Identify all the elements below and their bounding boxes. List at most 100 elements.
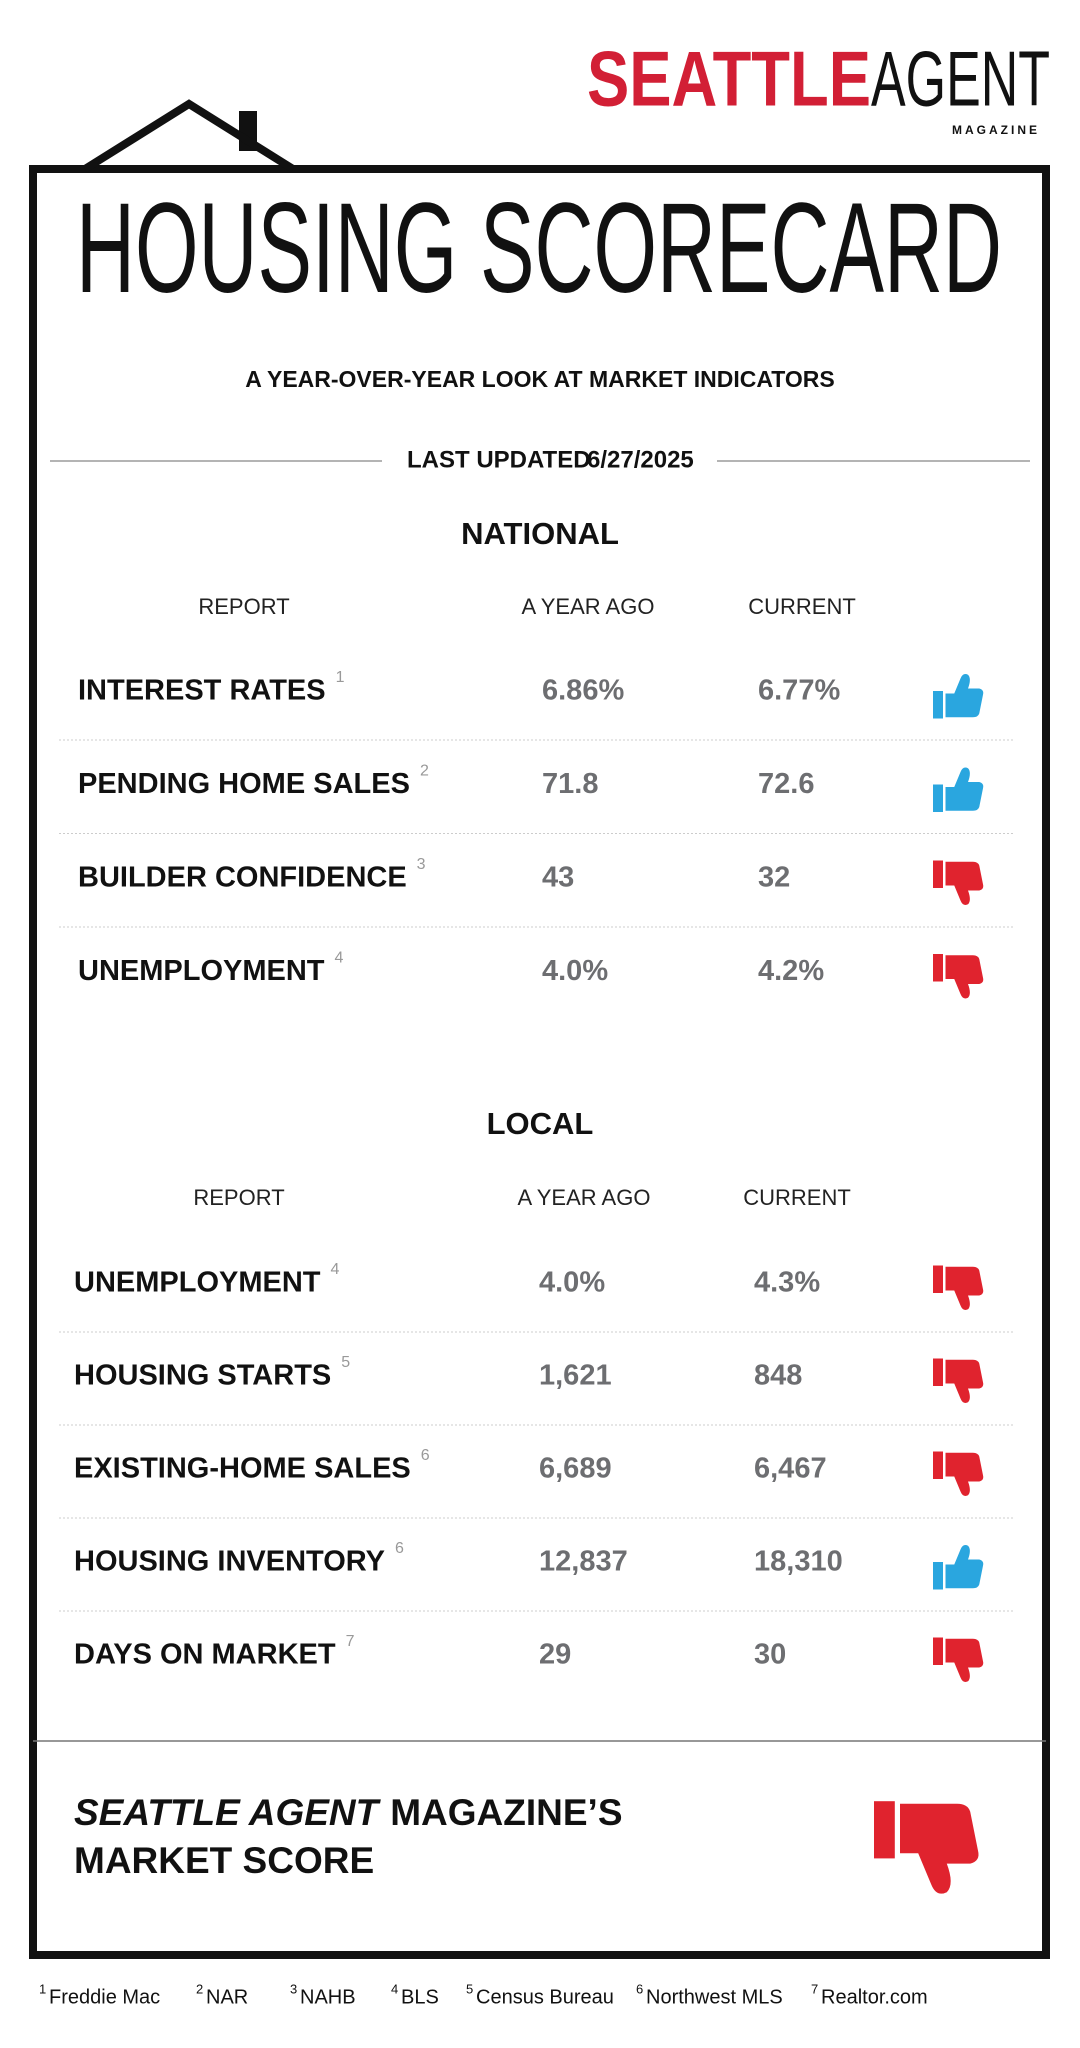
footnote-number: 5: [466, 1981, 473, 1996]
thumb-down-icon: [933, 1358, 984, 1403]
footnote-ref: 7: [346, 1633, 355, 1650]
year-ago-value: 4.0%: [539, 1267, 605, 1299]
thumb-down-icon: [933, 1637, 984, 1682]
thumb-hand: [945, 1545, 984, 1589]
current-value: 18,310: [754, 1546, 843, 1578]
last-updated-date: 6/27/2025: [587, 446, 694, 473]
thumb-hand: [945, 1266, 984, 1310]
roof: [82, 99, 296, 173]
row-label: INTEREST RATES: [78, 675, 326, 707]
thumb-hand: [945, 674, 984, 718]
footnote-ref: 1: [336, 669, 345, 686]
footnote-number: 1: [39, 1981, 46, 1996]
logo-agent: AGENT: [871, 35, 1050, 123]
thumb-cuff: [933, 691, 943, 719]
current-value: 4.3%: [754, 1267, 820, 1299]
section-title: LOCAL: [487, 1106, 594, 1141]
current-value: 30: [754, 1639, 786, 1671]
footnote-source: Northwest MLS: [646, 1986, 783, 2008]
footnote-source: BLS: [401, 1986, 439, 2008]
thumb-down-icon: [933, 954, 984, 999]
year-ago-value: 29: [539, 1639, 571, 1671]
footnote-ref: 6: [395, 1540, 404, 1557]
footnote-ref: 6: [421, 1447, 430, 1464]
thumb-cuff: [933, 1637, 943, 1665]
footnote-ref: 4: [331, 1261, 340, 1278]
row-label: HOUSING INVENTORY: [74, 1546, 385, 1578]
thumb-cuff: [933, 1562, 943, 1590]
thumb-up-icon: [933, 1545, 984, 1590]
current-value: 4.2%: [758, 955, 824, 987]
row-label: BUILDER CONFIDENCE: [78, 862, 407, 894]
column-header: REPORT: [193, 1185, 284, 1210]
thumb-hand: [945, 955, 984, 999]
column-header: REPORT: [198, 594, 289, 619]
footnote-number: 7: [811, 1981, 818, 1996]
thumb-cuff: [874, 1801, 895, 1859]
market-score-label: MARKET SCORE: [74, 1840, 374, 1881]
thumb-cuff: [933, 860, 943, 888]
thumb-hand: [945, 1638, 984, 1682]
year-ago-value: 6,689: [539, 1453, 612, 1485]
current-value: 848: [754, 1360, 802, 1392]
footnote-ref: 2: [420, 763, 429, 780]
thumb-down-icon: [874, 1801, 979, 1894]
frame: [29, 165, 1050, 1959]
market-score-name: SEATTLE AGENT: [74, 1792, 382, 1833]
current-value: 32: [758, 862, 790, 894]
logo-magazine: MAGAZINE: [952, 123, 1040, 137]
year-ago-value: 1,621: [539, 1360, 612, 1392]
thumb-cuff: [933, 1451, 943, 1479]
column-header: CURRENT: [743, 1185, 851, 1210]
thumb-hand: [945, 1452, 984, 1496]
footnote-source: Census Bureau: [476, 1986, 614, 2008]
column-header: CURRENT: [748, 594, 856, 619]
thumb-cuff: [933, 1265, 943, 1293]
row-label: UNEMPLOYMENT: [78, 955, 325, 987]
logo-seattle: SEATTLE: [587, 35, 871, 123]
year-ago-value: 43: [542, 862, 574, 894]
row-label: UNEMPLOYMENT: [74, 1267, 321, 1299]
footnote-number: 6: [636, 1981, 643, 1996]
footnote-source: Freddie Mac: [49, 1986, 160, 2008]
subtitle: A YEAR-OVER-YEAR LOOK AT MARKET INDICATO…: [245, 366, 835, 392]
market-score-line: SEATTLE AGENT MAGAZINE’S: [74, 1792, 623, 1833]
year-ago-value: 12,837: [539, 1546, 628, 1578]
footnote-number: 2: [196, 1981, 203, 1996]
column-header: A YEAR AGO: [522, 594, 655, 619]
thumb-hand: [945, 861, 984, 905]
row-label: HOUSING STARTS: [74, 1360, 331, 1392]
thumb-hand: [900, 1803, 979, 1894]
footnote-number: 3: [290, 1981, 297, 1996]
thumb-hand: [945, 767, 984, 811]
last-updated-label: LAST UPDATED: [407, 446, 591, 473]
thumb-cuff: [933, 954, 943, 982]
footnote-source: NAR: [206, 1986, 248, 2008]
year-ago-value: 4.0%: [542, 955, 608, 987]
thumb-hand: [945, 1359, 984, 1403]
footnote-ref: 3: [417, 856, 426, 873]
market-score-suffix: MAGAZINE’S: [390, 1792, 622, 1833]
thumb-down-icon: [933, 1265, 984, 1310]
footnote-ref: 5: [341, 1354, 350, 1371]
row-label: PENDING HOME SALES: [78, 768, 410, 800]
thumb-cuff: [933, 784, 943, 812]
footnote-number: 4: [391, 1981, 398, 1996]
current-value: 6.77%: [758, 675, 840, 707]
title: HOUSING SCORECARD: [76, 177, 1002, 320]
thumb-down-icon: [933, 1451, 984, 1496]
row-label: DAYS ON MARKET: [74, 1639, 336, 1671]
thumb-cuff: [933, 1358, 943, 1386]
year-ago-value: 6.86%: [542, 675, 624, 707]
row-label: EXISTING-HOME SALES: [74, 1453, 411, 1485]
thumb-up-icon: [933, 674, 984, 719]
footnote-source: NAHB: [300, 1986, 356, 2008]
current-value: 72.6: [758, 768, 814, 800]
thumb-up-icon: [933, 767, 984, 812]
footnote-source: Realtor.com: [821, 1986, 928, 2008]
section-title: NATIONAL: [461, 516, 619, 551]
thumb-down-icon: [933, 860, 984, 905]
